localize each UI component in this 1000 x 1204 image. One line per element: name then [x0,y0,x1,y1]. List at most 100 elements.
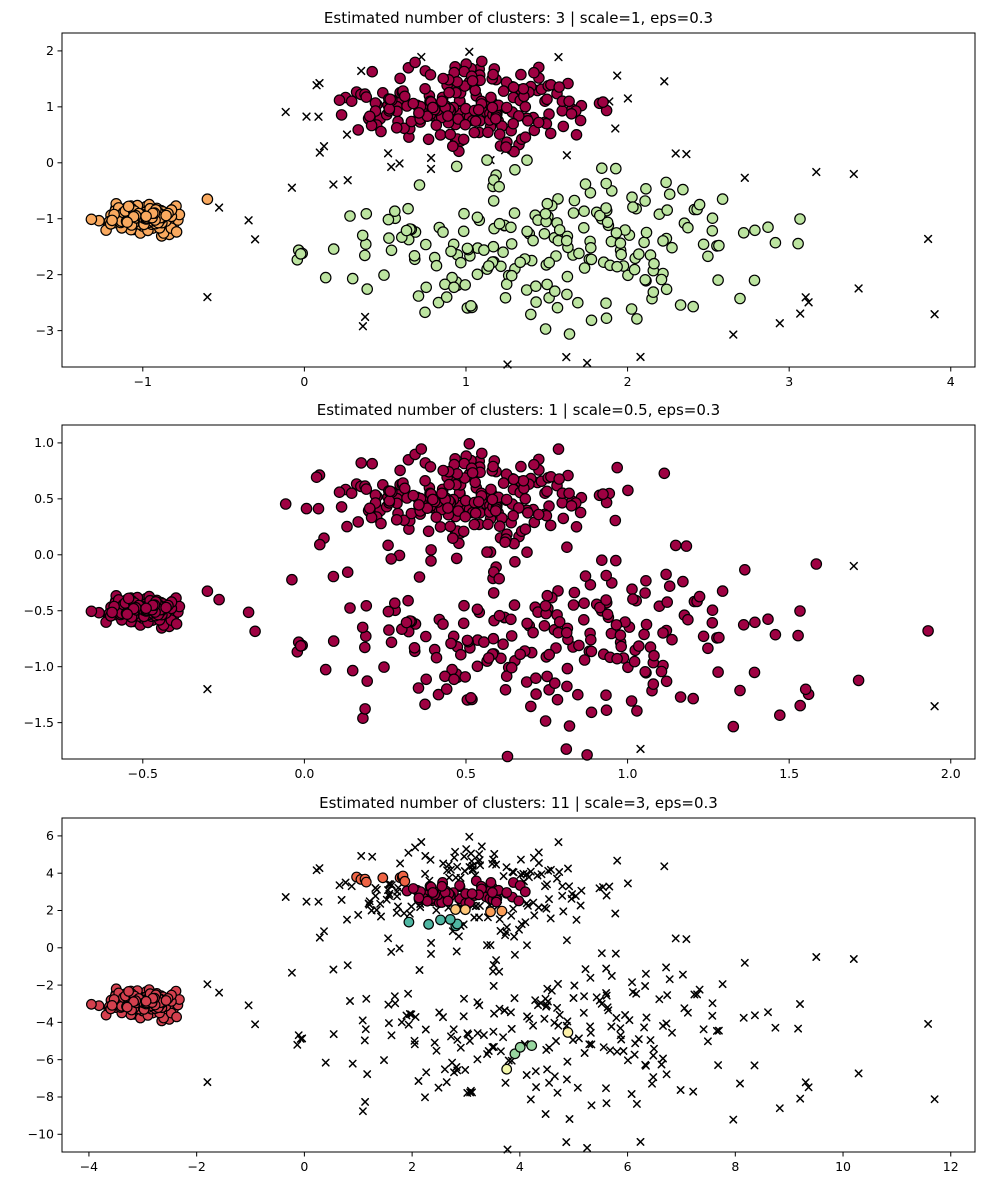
data-point [609,514,622,527]
noise-point [564,864,572,873]
data-point [515,460,527,473]
noise-point [416,903,425,912]
noise-point [708,1011,717,1020]
data-point [466,75,479,87]
data-point [601,216,614,229]
noise-point [404,1020,413,1029]
data-point [792,237,804,250]
noise-point [465,47,474,56]
data-point [500,101,513,114]
data-point [436,880,448,892]
noise-point [602,964,611,973]
y-tick-label: −2 [36,267,54,282]
data-point [377,872,389,884]
noise-point [384,1019,393,1028]
data-point [541,485,553,498]
x-tick-label: 4 [947,374,955,389]
noise-point [750,1011,759,1020]
noise-point [930,702,939,711]
data-point [661,204,673,216]
noise-point [849,561,858,571]
data-point [706,225,719,237]
data-point [544,519,557,532]
noise-point [623,879,632,888]
noise-point [510,994,519,1003]
data-point [585,314,598,327]
noise-point [521,918,530,927]
data-point [697,238,710,251]
data-point [519,101,532,113]
data-point [286,573,298,586]
data-point [762,221,774,233]
data-point [538,619,551,632]
data-point [563,328,576,340]
data-point [584,187,597,199]
noise-point [729,330,738,339]
x-tick-label: 3 [785,374,793,389]
noise-point [421,869,430,878]
noise-point [321,1058,330,1067]
noise-point [712,1026,721,1035]
noise-point [573,1083,582,1092]
data-point [419,306,431,319]
y-tick-label: −10 [28,1126,54,1141]
data-point [578,262,591,274]
noise-point [440,1065,449,1074]
data-point [660,176,672,189]
data-point [344,602,356,614]
noise-point [461,1065,470,1074]
data-point [434,521,447,533]
noise-point [554,979,562,988]
data-point [378,269,390,281]
data-point [543,648,555,661]
data-point [501,750,514,763]
x-tick-label: 2 [408,1159,416,1174]
data-point [457,133,470,146]
noise-point [930,1095,939,1104]
data-point [500,670,513,682]
data-point [327,243,340,255]
noise-point [562,1138,571,1147]
data-point [419,238,432,251]
noise-point [410,1036,419,1045]
data-point [171,1011,183,1023]
data-point [541,670,553,683]
data-point [509,164,521,176]
data-point [422,133,435,146]
noise-point [460,852,469,861]
data-point [493,572,505,585]
noise-point [502,863,511,872]
x-tick-label: 1.5 [779,766,799,781]
noise-point [360,312,370,322]
data-point [499,536,511,548]
data-point [385,244,398,257]
data-point [585,706,598,719]
noise-point [627,1090,636,1098]
data-point [356,229,369,242]
y-tick-label: −3 [36,323,54,338]
noise-point [250,235,260,244]
data-point [661,596,673,608]
data-point [640,226,653,239]
data-point [140,995,152,1007]
y-tick-label: 6 [46,828,54,843]
noise-point [603,1003,612,1012]
data-point [640,574,652,587]
noise-point [602,891,611,900]
noise-point [714,1026,723,1035]
data-point [446,140,459,152]
noise-point [804,298,813,307]
noise-point [607,971,616,980]
data-point [424,69,437,81]
noise-point [531,996,540,1005]
data-point [529,672,542,684]
data-point [85,605,98,618]
noise-point [489,1027,498,1036]
data-point [584,633,597,646]
data-point [160,209,172,222]
data-point [553,473,565,485]
data-point [443,478,455,491]
data-point [465,299,477,312]
noise-point [602,1099,611,1108]
